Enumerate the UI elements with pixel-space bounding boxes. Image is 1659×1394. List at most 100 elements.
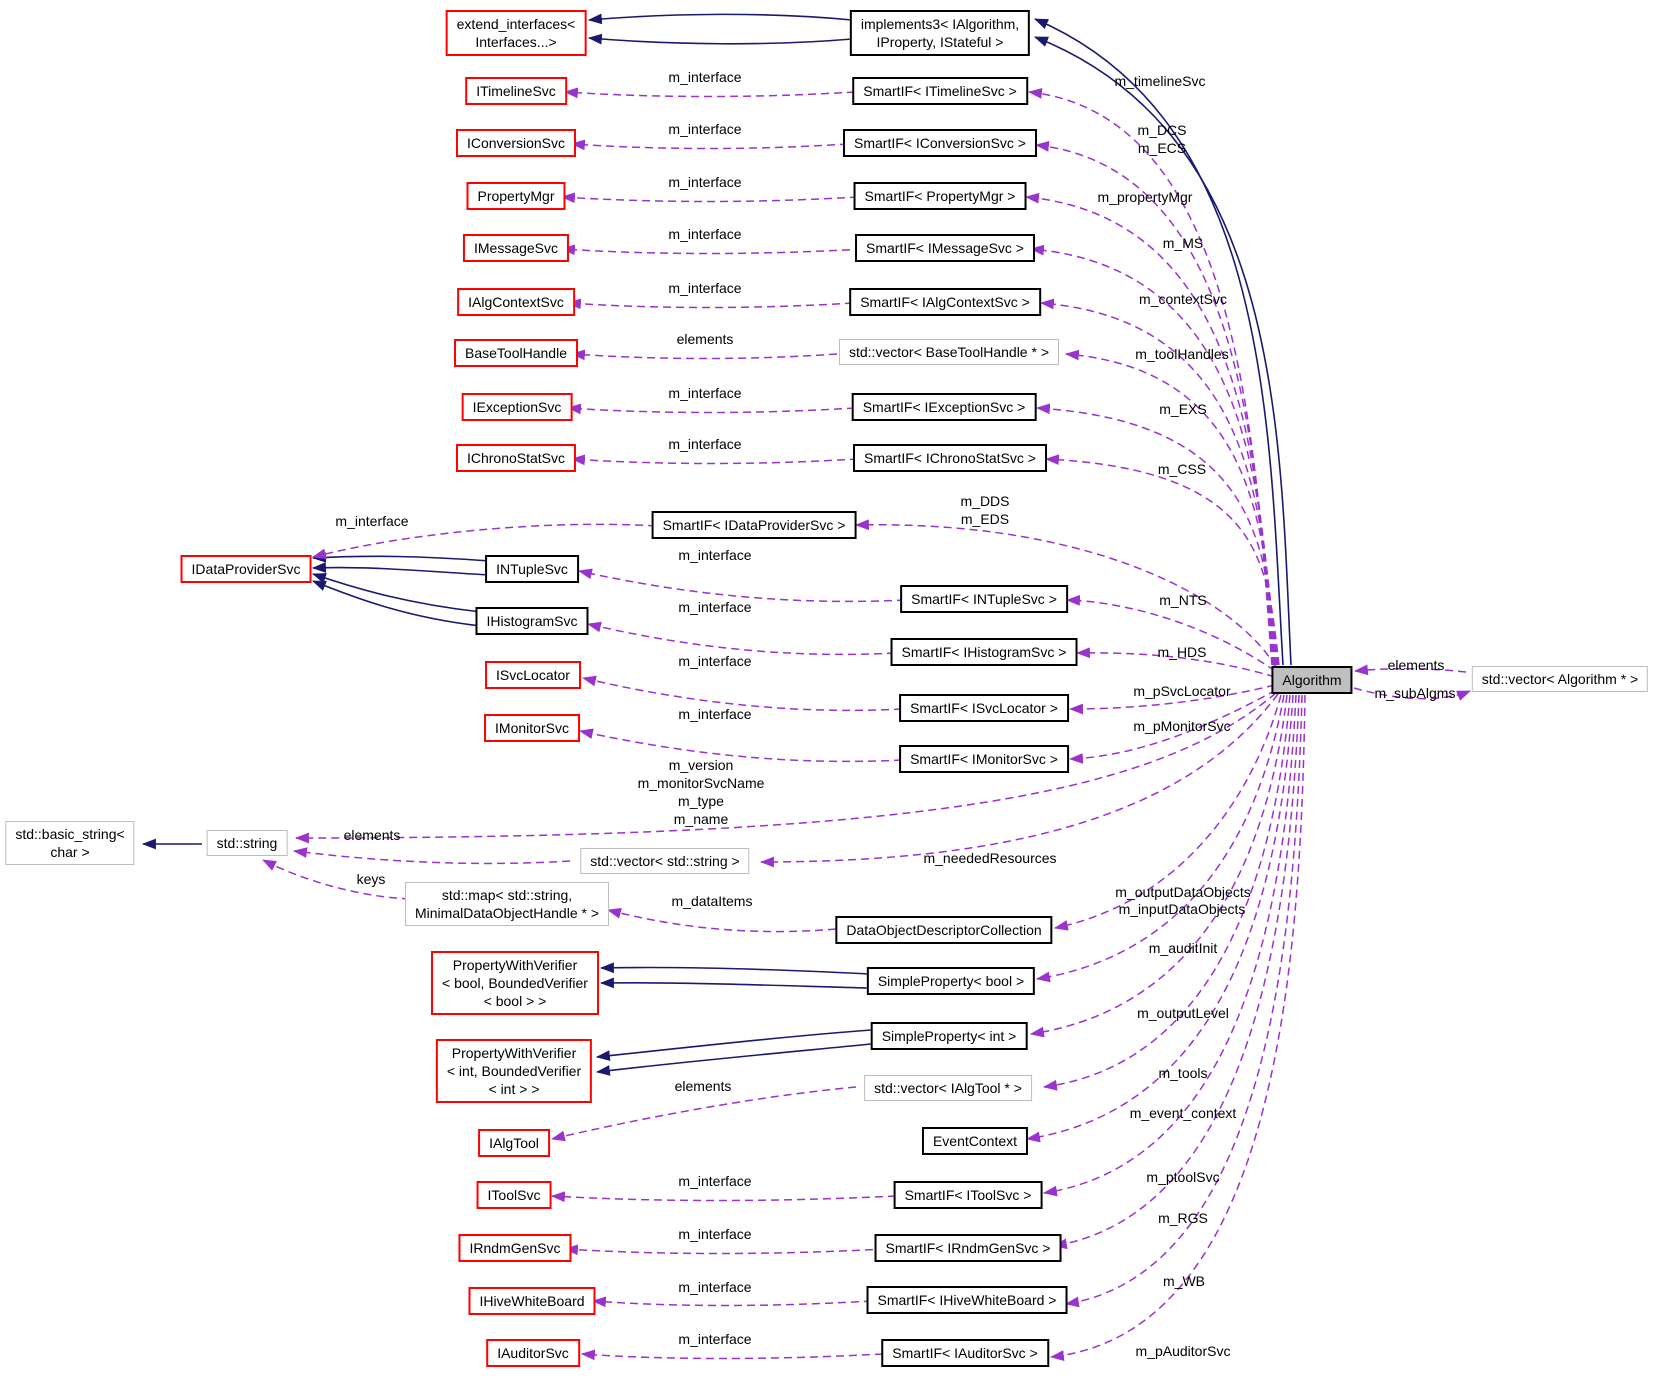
edge-label-m-exs: m_EXS <box>1159 401 1207 417</box>
node-smartif-iauditorsvc[interactable]: SmartIF< IAuditorSvc > <box>881 1339 1049 1367</box>
edge-label-m-eds: m_EDS <box>960 511 1010 527</box>
edge-alg-smisvclocator <box>1068 684 1276 715</box>
edge-label-m-tools: m_tools <box>1158 1065 1208 1081</box>
edge-smintuple-intuple <box>577 568 906 603</box>
edge-label-m-outputdataobjects: m_outputDataObjects <box>1115 884 1251 900</box>
edge-alg-smiexception <box>1035 403 1279 666</box>
node-propertymgr[interactable]: PropertyMgr <box>466 182 566 210</box>
node-smartif-iconversionsvc[interactable]: SmartIF< IConversionSvc > <box>843 129 1037 157</box>
node-iexceptionsvc[interactable]: IExceptionSvc <box>461 393 573 421</box>
node-smartif-ihivewhiteboard[interactable]: SmartIF< IHiveWhiteBoard > <box>866 1286 1068 1314</box>
node-smartif-iexceptionsvc[interactable]: SmartIF< IExceptionSvc > <box>851 393 1037 421</box>
edge-label-m-interface-rndmgen: m_interface <box>678 1226 752 1242</box>
node-smartif-ialgcontextsvc[interactable]: SmartIF< IAlgContextSvc > <box>849 288 1041 316</box>
edge-label-m-outputlevel: m_outputLevel <box>1137 1005 1229 1021</box>
node-smartif-propertymgr[interactable]: SmartIF< PropertyMgr > <box>853 182 1027 210</box>
node-vector-algorithm: std::vector< Algorithm * > <box>1471 666 1649 692</box>
node-isvclocator[interactable]: ISvcLocator <box>485 661 581 689</box>
node-propertywithverifier-bool[interactable]: PropertyWithVerifier < bool, BoundedVeri… <box>431 951 599 1015</box>
edge-vecbasetool-basetool <box>570 349 838 361</box>
node-smartif-ichronostatsvc[interactable]: SmartIF< IChronoStatSvc > <box>853 444 1047 472</box>
edge-smpropertymgr-propertymgr <box>560 192 859 204</box>
node-intuplesvc[interactable]: INTupleSvc <box>485 555 579 583</box>
node-smartif-imonitorsvc[interactable]: SmartIF< IMonitorSvc > <box>899 745 1069 773</box>
node-smartif-itoolsvc[interactable]: SmartIF< IToolSvc > <box>893 1181 1043 1209</box>
edge-label-m-toolhandles: m_toolHandles <box>1135 346 1229 362</box>
node-idataprovidersvc[interactable]: IDataProviderSvc <box>180 555 312 583</box>
node-ichronostatsvc[interactable]: IChronoStatSvc <box>455 444 577 472</box>
edge-alg-vecstring <box>759 693 1279 868</box>
node-imonitorsvc[interactable]: IMonitorSvc <box>484 714 580 742</box>
edge-label-m-neededresources: m_neededResources <box>923 850 1057 866</box>
edge-label-m-version: m_version <box>668 757 734 773</box>
edge-alg-smimonitor <box>1068 689 1277 764</box>
edge-label-m-pauditorsvc: m_pAuditorSvc <box>1135 1343 1231 1359</box>
node-irndmgensvc[interactable]: IRndmGenSvc <box>458 1234 572 1262</box>
node-basetoolhandle[interactable]: BaseToolHandle <box>454 339 578 367</box>
node-smartif-intuplesvc[interactable]: SmartIF< INTupleSvc > <box>900 585 1068 613</box>
node-itimelinesvc[interactable]: ITimelineSvc <box>465 77 567 105</box>
node-iauditorsvc[interactable]: IAuditorSvc <box>486 1339 580 1367</box>
edge-alg-vecalg-subalgms <box>1353 687 1472 701</box>
node-std-map-line2: MinimalDataObjectHandle * > <box>414 905 600 921</box>
edge-label-keys-map: keys <box>356 871 386 887</box>
edge-alg-smihivewb <box>1064 694 1303 1308</box>
edge-label-m-rgs: m_RGS <box>1158 1210 1208 1226</box>
edge-label-m-name: m_name <box>673 811 729 827</box>
node-ihivewhiteboard[interactable]: IHiveWhiteBoard <box>468 1287 596 1315</box>
node-ialgtool[interactable]: IAlgTool <box>478 1129 550 1157</box>
node-extend-interfaces-line1: extend_interfaces< <box>456 16 576 32</box>
node-dataobjectdescriptorcollection[interactable]: DataObjectDescriptorCollection <box>835 916 1053 944</box>
edge-alg-dodc <box>1053 694 1282 931</box>
node-smartif-idataprovidersvc[interactable]: SmartIF< IDataProviderSvc > <box>651 511 857 539</box>
edge-smihivewb-ihivewb <box>591 1296 873 1308</box>
node-smartif-ihistogramsvc[interactable]: SmartIF< IHistogramSvc > <box>890 638 1078 666</box>
edge-label-m-ms: m_MS <box>1162 235 1204 251</box>
edge-smiexception-iexception <box>566 403 856 415</box>
node-pwv-int-line3: < int > > <box>488 1081 540 1097</box>
node-simpleproperty-bool[interactable]: SimpleProperty< bool > <box>866 967 1036 995</box>
edge-smiconversion-iconversion <box>570 139 849 151</box>
edge-label-m-interface-chronostat: m_interface <box>668 436 742 452</box>
node-iconversionsvc[interactable]: IConversionSvc <box>455 129 577 157</box>
node-implements3-line2: IProperty, IStateful > <box>876 34 1004 50</box>
edge-smialgcontext-ialgcontext <box>566 298 854 310</box>
node-pwv-int-line1: PropertyWithVerifier <box>451 1045 577 1061</box>
node-itoolsvc[interactable]: IToolSvc <box>476 1181 552 1209</box>
edge-label-m-ecs: m_ECS <box>1137 140 1187 156</box>
node-implements3[interactable]: implements3< IAlgorithm, IProperty, ISta… <box>849 10 1031 56</box>
edge-label-m-interface-exception: m_interface <box>668 385 742 401</box>
edge-label-m-hds: m_HDS <box>1157 644 1207 660</box>
edge-alg-vecialgtool <box>1042 694 1291 1091</box>
edge-alg-smiconversion <box>1034 141 1274 666</box>
edge-vecstring-string <box>292 847 571 865</box>
node-smartif-irndmgensvc[interactable]: SmartIF< IRndmGenSvc > <box>874 1234 1062 1262</box>
node-imessagesvc[interactable]: IMessageSvc <box>462 234 570 262</box>
node-extend-interfaces[interactable]: extend_interfaces< Interfaces...> <box>445 10 587 56</box>
edge-label-elements-string: elements <box>343 827 401 843</box>
edge-implements3-extend-2 <box>587 33 853 45</box>
node-smartif-itimelinesvc[interactable]: SmartIF< ITimelineSvc > <box>852 77 1028 105</box>
node-smartif-imessagesvc[interactable]: SmartIF< IMessageSvc > <box>855 234 1035 262</box>
node-basic-string-line1: std::basic_string< <box>15 826 125 842</box>
edge-label-m-css: m_CSS <box>1157 461 1207 477</box>
node-simpleproperty-int[interactable]: SimpleProperty< int > <box>870 1022 1028 1050</box>
edge-label-m-interface-timeline: m_interface <box>668 69 742 85</box>
edge-smimonitor-imonitor <box>578 728 903 763</box>
node-smartif-isvclocator[interactable]: SmartIF< ISvcLocator > <box>899 694 1069 722</box>
edge-spbool-pwvbool-2 <box>599 977 870 989</box>
edge-label-m-auditinit: m_auditInit <box>1148 940 1218 956</box>
node-ihistogramsvc[interactable]: IHistogramSvc <box>475 607 589 635</box>
edge-alg-string <box>294 692 1277 844</box>
node-ialgcontextsvc[interactable]: IAlgContextSvc <box>457 288 575 316</box>
node-propertywithverifier-int[interactable]: PropertyWithVerifier < int, BoundedVerif… <box>435 1039 593 1103</box>
node-eventcontext[interactable]: EventContext <box>921 1127 1029 1155</box>
edge-alg-smirndmgen <box>1052 694 1300 1250</box>
node-std-map: std::map< std::string, MinimalDataObject… <box>404 882 610 926</box>
edge-alg-smiauditor <box>1049 694 1306 1361</box>
node-std-map-line1: std::map< std::string, <box>441 887 573 903</box>
node-std-string: std::string <box>206 830 288 856</box>
edge-label-m-interface-propertymgr: m_interface <box>668 174 742 190</box>
